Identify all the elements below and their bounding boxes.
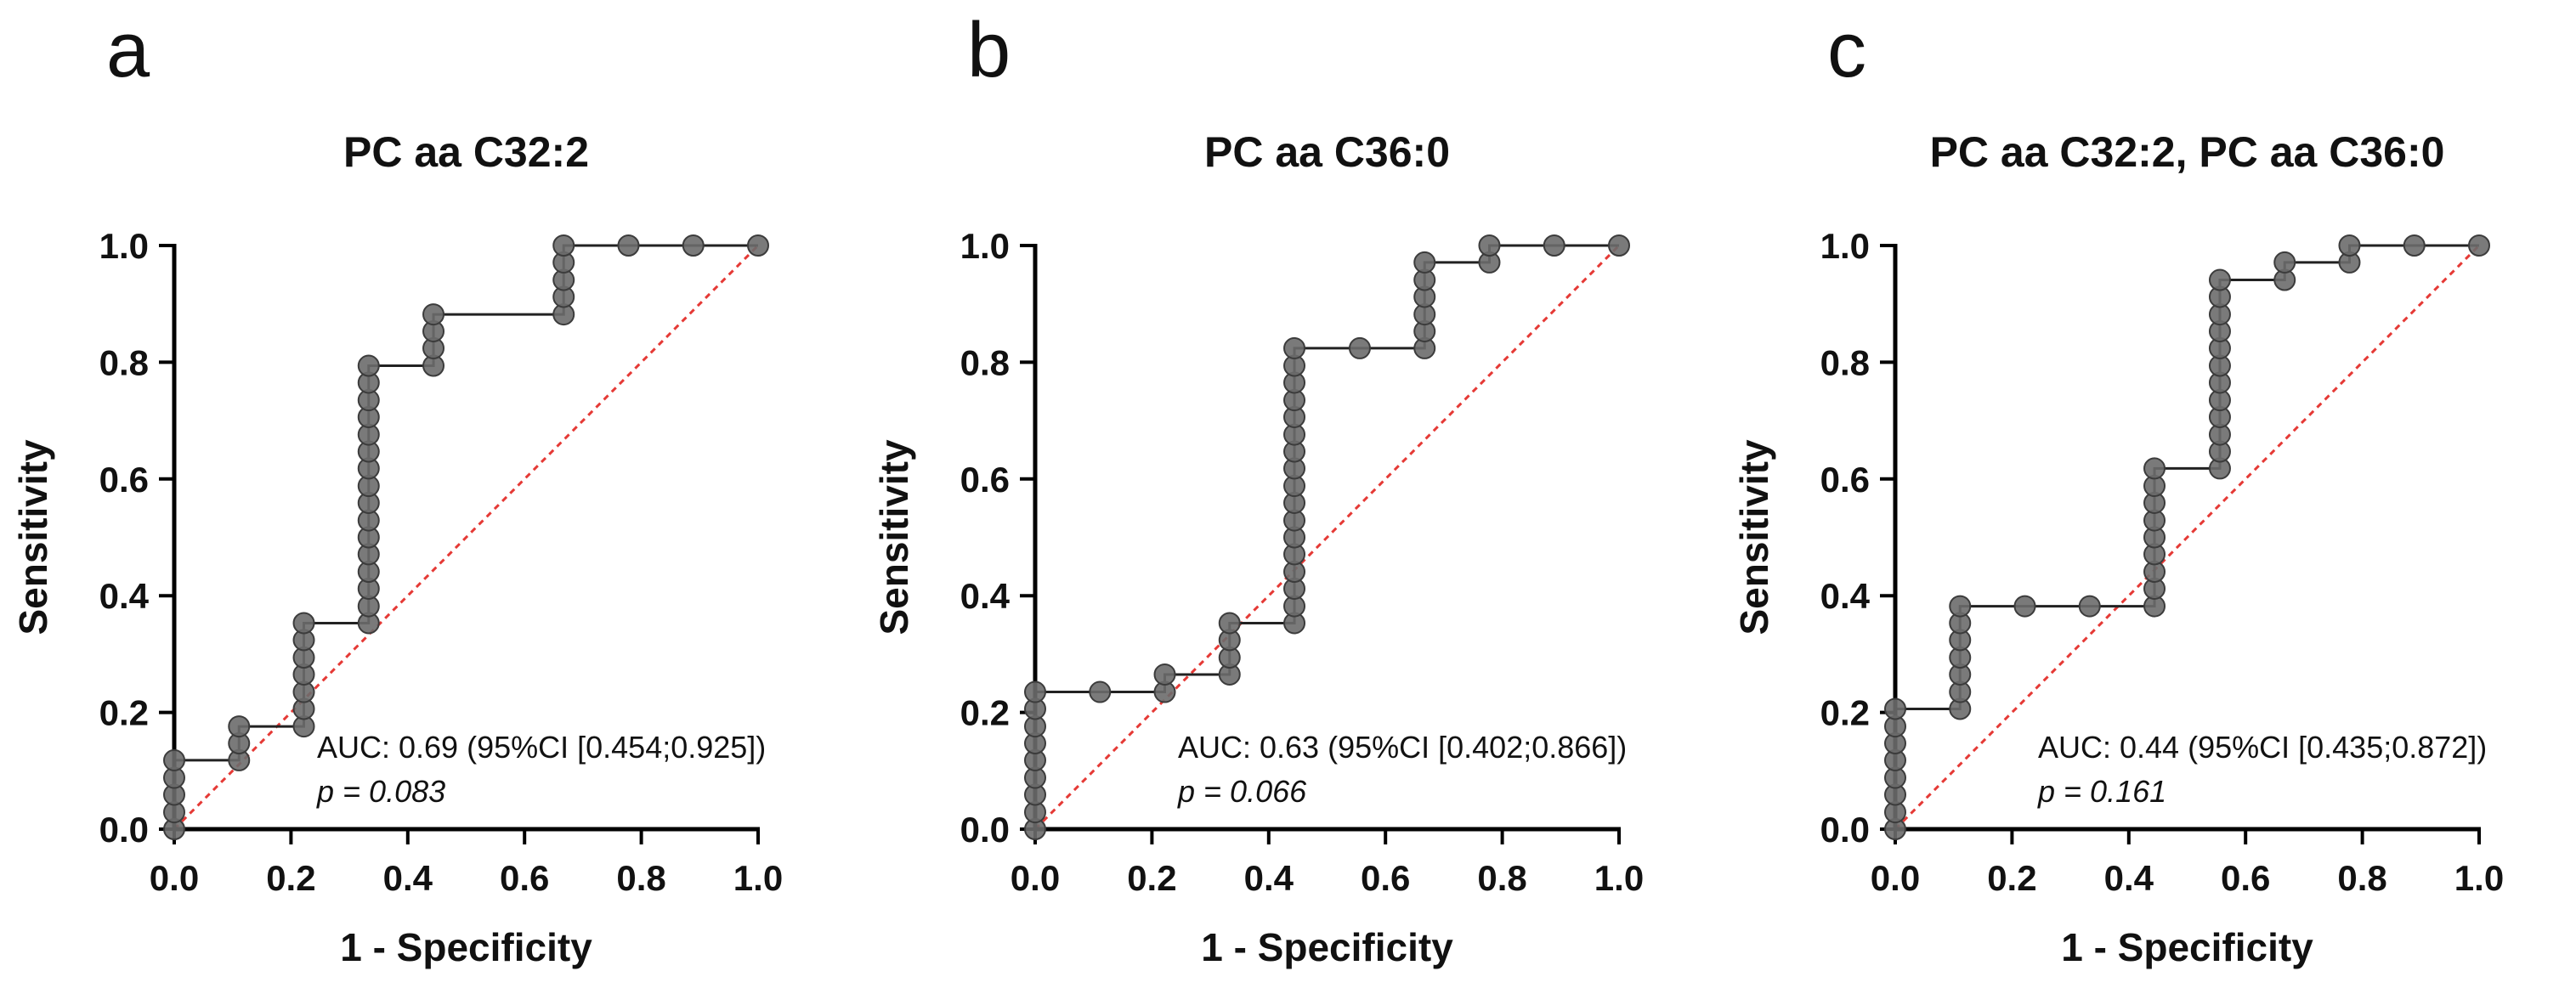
reference-diagonal-line (1894, 244, 2481, 831)
roc-point (617, 234, 640, 257)
p-value-annotation: p = 0.083 (316, 774, 445, 809)
y-tick-label: 1.0 (1820, 226, 1870, 266)
roc-point (2143, 457, 2166, 480)
x-tick-label: 0.8 (2337, 858, 2386, 898)
x-tick-label: 0.2 (1987, 858, 2036, 898)
roc-point (1884, 697, 1906, 720)
y-tick-label: 0.2 (99, 693, 149, 733)
roc-point (292, 612, 315, 635)
roc-point (682, 234, 705, 257)
roc-point (1348, 336, 1371, 359)
y-tick-label: 0.0 (960, 810, 1010, 850)
x-tick-label: 0.0 (1011, 858, 1060, 898)
y-axis-title: Sensitivity (11, 439, 55, 635)
chart-title: PC aa C36:0 (1204, 128, 1450, 176)
y-tick-label: 0.8 (1820, 342, 1870, 382)
chart-panel-c: c PC aa C32:2, PC aa C36:0 0.0 0.2 0.4 0.6 0.8… (1732, 7, 2504, 969)
y-axis-title: Sensitivity (872, 439, 916, 635)
roc-point (1283, 336, 1306, 359)
y-tick-label: 0.6 (99, 460, 149, 500)
y-tick-label: 0.0 (1820, 810, 1870, 850)
x-axis-title: 1 - Specificity (340, 925, 592, 969)
y-tick-label: 1.0 (99, 226, 149, 266)
panel-label: a (106, 7, 150, 93)
roc-point (1024, 680, 1046, 703)
roc-point (2208, 268, 2231, 291)
reference-diagonal-line (173, 244, 760, 831)
x-tick-label: 1.0 (1594, 858, 1644, 898)
auc-annotation: AUC: 0.69 (95%CI [0.454;0.925]) (317, 730, 766, 765)
y-tick-label: 0.6 (960, 460, 1010, 500)
x-tick-label: 0.4 (1244, 858, 1294, 898)
chart-panel-b: b PC aa C36:0 0.0 0.2 0.4 0.6 0.8 1.0 0.0 0.2 0.4 0… (872, 7, 1644, 969)
roc-point (1608, 234, 1630, 257)
x-tick-label: 0.6 (2221, 858, 2270, 898)
panel-label: c (1827, 7, 1866, 93)
x-tick-label: 0.0 (1871, 858, 1920, 898)
p-value-annotation: p = 0.066 (1177, 774, 1307, 809)
roc-point (1153, 663, 1176, 686)
roc-point (2078, 595, 2101, 618)
roc-point (163, 748, 185, 771)
roc-point (228, 715, 251, 738)
y-tick-label: 1.0 (960, 226, 1010, 266)
roc-point (2013, 595, 2036, 618)
panel-label: b (967, 7, 1011, 93)
y-tick-label: 0.4 (960, 576, 1011, 616)
y-tick-label: 0.0 (99, 810, 149, 850)
y-tick-label: 0.8 (960, 342, 1010, 382)
roc-point (1478, 234, 1501, 257)
roc-point (1949, 595, 1972, 618)
roc-point (1089, 680, 1112, 703)
reference-diagonal-line (1033, 244, 1621, 831)
x-tick-label: 0.2 (266, 858, 315, 898)
x-tick-label: 0.8 (616, 858, 665, 898)
roc-point (422, 303, 445, 326)
y-tick-label: 0.4 (1820, 576, 1871, 616)
y-tick-label: 0.4 (99, 576, 150, 616)
auc-annotation: AUC: 0.63 (95%CI [0.402;0.866]) (1178, 730, 1627, 765)
roc-point (2273, 251, 2296, 274)
auc-annotation: AUC: 0.44 (95%CI [0.435;0.872]) (2038, 730, 2487, 765)
roc-point (2468, 234, 2490, 257)
roc-point (357, 354, 380, 377)
x-tick-label: 0.8 (1477, 858, 1526, 898)
roc-point (552, 234, 575, 257)
x-axis-title: 1 - Specificity (1201, 925, 1453, 969)
roc-point (1218, 612, 1241, 635)
roc-point (1543, 234, 1565, 257)
x-axis-title: 1 - Specificity (2061, 925, 2313, 969)
x-tick-label: 0.6 (500, 858, 549, 898)
roc-point (2403, 234, 2426, 257)
y-axis-title: Sensitivity (1732, 439, 1776, 635)
p-value-annotation: p = 0.161 (2037, 774, 2166, 809)
chart-panel-a: a PC aa C32:2 0.0 0.2 0.4 0.6 0.8 1.0 0.0 0.2 0.4 0… (11, 7, 783, 969)
y-tick-label: 0.2 (1820, 693, 1870, 733)
x-tick-label: 0.4 (2104, 858, 2154, 898)
chart-title: PC aa C32:2 (343, 128, 589, 176)
roc-point (1413, 251, 1436, 274)
x-tick-label: 0.2 (1127, 858, 1176, 898)
x-tick-label: 1.0 (2454, 858, 2504, 898)
x-tick-label: 0.0 (150, 858, 199, 898)
x-tick-label: 1.0 (733, 858, 783, 898)
roc-point (747, 234, 769, 257)
y-tick-label: 0.8 (99, 342, 149, 382)
y-tick-label: 0.6 (1820, 460, 1870, 500)
x-tick-label: 0.4 (383, 858, 433, 898)
roc-point (2338, 234, 2361, 257)
chart-title: PC aa C32:2, PC aa C36:0 (1930, 128, 2445, 176)
y-tick-label: 0.2 (960, 693, 1010, 733)
x-tick-label: 0.6 (1361, 858, 1410, 898)
